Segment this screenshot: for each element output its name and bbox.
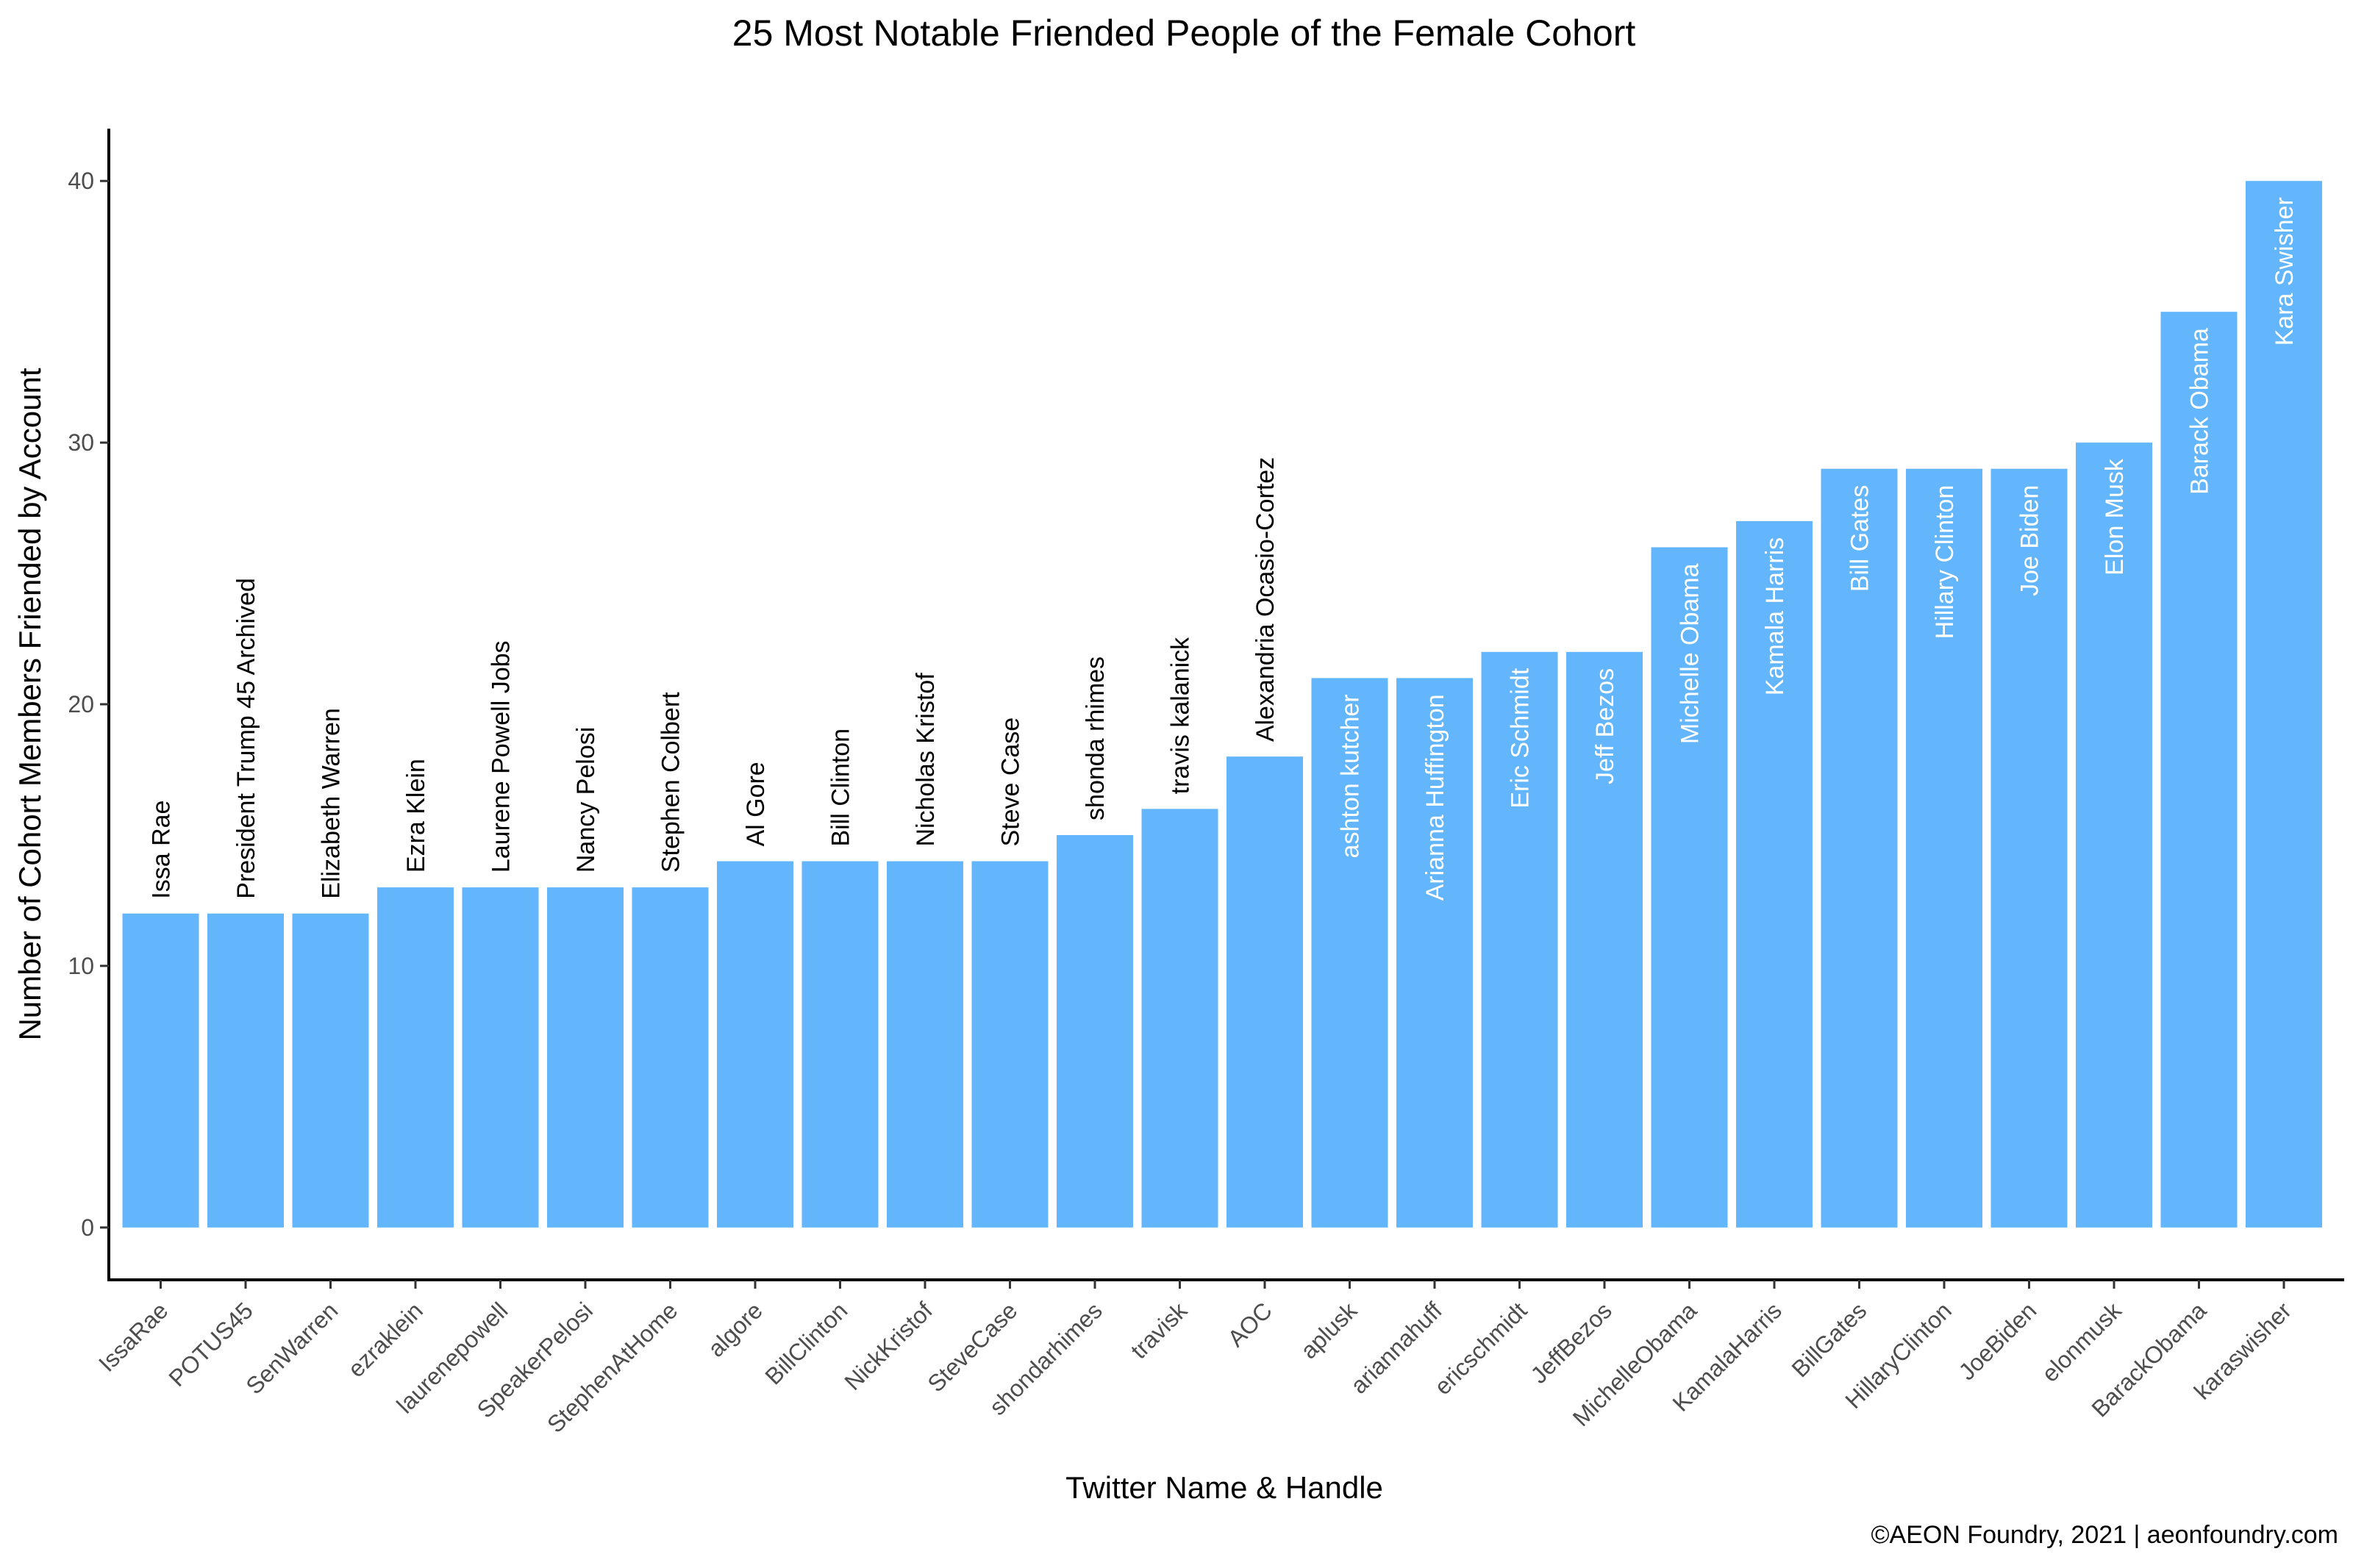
bar-POTUS45 bbox=[207, 913, 284, 1228]
bar-label-JoeBiden: Joe Biden bbox=[2016, 485, 2044, 596]
bar-IssaRae bbox=[122, 913, 199, 1228]
bar-label-laurenepowell: Laurene Powell Jobs bbox=[488, 640, 515, 873]
bar-ezraklein bbox=[377, 887, 454, 1228]
y-ticks-group: 0 10 20 30 40 bbox=[68, 168, 109, 1241]
bar-BarackObama bbox=[2160, 312, 2238, 1228]
bar-SpeakerPelosi bbox=[547, 887, 624, 1228]
y-tick-label-20: 20 bbox=[68, 691, 94, 717]
bar-label-SteveCase: Steve Case bbox=[997, 717, 1025, 847]
y-tick-label-0: 0 bbox=[81, 1214, 94, 1241]
bar-label-IssaRae: Issa Rae bbox=[148, 801, 176, 899]
bar-label-StephenAtHome: Stephen Colbert bbox=[657, 692, 685, 873]
bar-aplusk bbox=[1311, 678, 1388, 1228]
bar-SteveCase bbox=[971, 861, 1049, 1228]
bar-NickKristof bbox=[887, 861, 963, 1228]
bar-HillaryClinton bbox=[1906, 468, 1982, 1228]
bar-algore bbox=[717, 861, 793, 1228]
bar-label-MichelleObama: Michelle Obama bbox=[1677, 563, 1704, 744]
bar-BillGates bbox=[1821, 468, 1898, 1228]
bar-label-travisk: travis kalanick bbox=[1167, 637, 1195, 795]
bar-label-POTUS45: President Trump 45 Archived bbox=[232, 578, 260, 899]
bar-label-shondarhimes: shonda rhimes bbox=[1082, 656, 1110, 820]
bar-label-algore: Al Gore bbox=[742, 762, 770, 846]
bar-StephenAtHome bbox=[632, 887, 709, 1228]
bar-karaswisher bbox=[2246, 181, 2322, 1228]
bar-KamalaHarris bbox=[1736, 520, 1813, 1228]
y-axis-title: Number of Cohort Members Friended by Acc… bbox=[13, 368, 47, 1040]
chart-caption: ©AEON Foundry, 2021 | aeonfoundry.com bbox=[1871, 1521, 2338, 1549]
chart-title: 25 Most Notable Friended People of the F… bbox=[732, 12, 1636, 54]
bar-label-BillGates: Bill Gates bbox=[1846, 485, 1874, 593]
bar-label-BillClinton: Bill Clinton bbox=[827, 728, 855, 847]
bar-laurenepowell bbox=[462, 887, 539, 1228]
bar-label-AOC: Alexandria Ocasio-Cortez bbox=[1252, 457, 1279, 742]
bars-group bbox=[122, 181, 2322, 1228]
bar-MichelleObama bbox=[1651, 547, 1728, 1228]
bar-AOC bbox=[1227, 756, 1303, 1228]
bar-JoeBiden bbox=[1990, 468, 2068, 1228]
y-tick-label-40: 40 bbox=[68, 168, 94, 194]
bar-label-elonmusk: Elon Musk bbox=[2101, 458, 2129, 576]
bar-label-KamalaHarris: Kamala Harris bbox=[1761, 537, 1789, 695]
bar-label-ariannahuff: Arianna Huffington bbox=[1421, 694, 1449, 901]
bar-label-BarackObama: Barack Obama bbox=[2186, 328, 2214, 495]
bar-label-HillaryClinton: Hillary Clinton bbox=[1931, 485, 1959, 640]
bar-SenWarren bbox=[292, 913, 369, 1228]
bar-label-karaswisher: Kara Swisher bbox=[2271, 197, 2299, 346]
bar-ariannahuff bbox=[1396, 678, 1473, 1228]
bar-label-ezraklein: Ezra Klein bbox=[402, 759, 430, 873]
y-tick-label-30: 30 bbox=[68, 429, 94, 456]
bar-BillClinton bbox=[801, 861, 879, 1228]
bar-label-SpeakerPelosi: Nancy Pelosi bbox=[572, 727, 600, 873]
bar-JeffBezos bbox=[1566, 651, 1643, 1228]
bar-shondarhimes bbox=[1057, 834, 1133, 1228]
bar-labels-group: Issa Rae President Trump 45 Archived Eliza… bbox=[148, 197, 2299, 901]
bar-label-SenWarren: Elizabeth Warren bbox=[318, 708, 346, 899]
bar-elonmusk bbox=[2076, 443, 2152, 1228]
y-tick-label-10: 10 bbox=[68, 953, 94, 979]
bar-label-JeffBezos: Jeff Bezos bbox=[1591, 668, 1619, 784]
bar-travisk bbox=[1141, 809, 1218, 1228]
bar-label-ericschmidt: Eric Schmidt bbox=[1507, 667, 1535, 808]
x-axis-title: Twitter Name & Handle bbox=[1065, 1470, 1383, 1505]
bar-label-NickKristof: Nicholas Kristof bbox=[912, 673, 940, 847]
bar-ericschmidt bbox=[1481, 651, 1558, 1228]
bar-label-aplusk: ashton kutcher bbox=[1337, 694, 1365, 858]
